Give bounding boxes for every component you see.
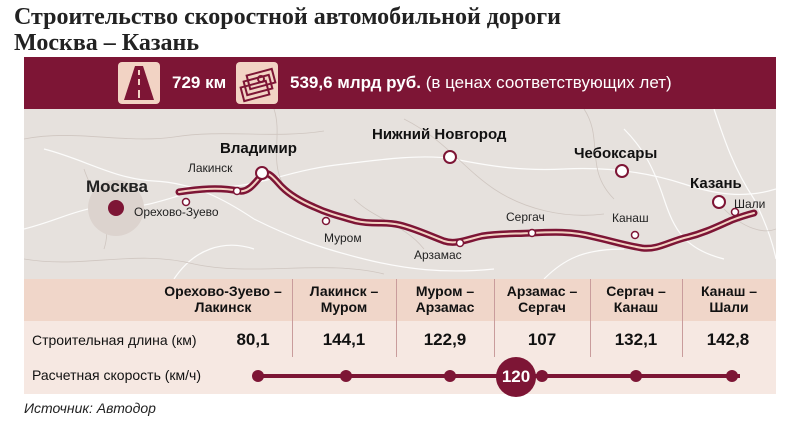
city-vladimir: Владимир (220, 140, 297, 157)
section-header: Муром – Арзамас (415, 283, 475, 315)
city-kazan: Казань (690, 175, 742, 192)
page-title: Строительство скоростной автомобильной д… (14, 4, 561, 56)
city-kanash: Канаш (612, 211, 649, 225)
city-cheboksary: Чебоксары (574, 145, 658, 162)
speed-dot (536, 370, 548, 382)
city-shali: Шали (734, 197, 766, 211)
speed-dot (252, 370, 264, 382)
section-length: 80,1 (236, 330, 270, 349)
city-nizhny: Нижний Новгород (372, 126, 507, 143)
source-note: Источник: Автодор (24, 400, 156, 416)
section-length: 122,9 (423, 330, 467, 349)
speed-value-badge: 120 (496, 357, 536, 397)
route-map: Москва Орехово-Зуево Лакинск Владимир Му… (24, 109, 776, 279)
moscow-marker (108, 200, 124, 216)
city-lakinsk: Лакинск (188, 161, 233, 175)
summary-banner: 729 км 539,6 млрд руб. (в ценах соответс… (24, 57, 776, 109)
speed-row-label: Расчетная скорость (км/ч) (32, 367, 202, 383)
speed-dot (726, 370, 738, 382)
section-header: Лакинск – Муром (309, 283, 379, 315)
section-length: 144,1 (322, 330, 366, 349)
section-header: Арзамас – Сергач (506, 283, 578, 315)
section-length: 107 (527, 330, 557, 349)
speed-dot (444, 370, 456, 382)
city-orekhovo: Орехово-Зуево (134, 205, 219, 219)
section-header: Сергач – Канаш (606, 283, 666, 315)
money-stack-icon (236, 62, 278, 104)
section-header: Канаш – Шали (700, 283, 758, 315)
speed-dot (630, 370, 642, 382)
section-header: Орехово-Зуево – Лакинск (164, 283, 282, 315)
map-graphic (24, 109, 776, 279)
construction-cost: 539,6 млрд руб. (в ценах соответствующих… (290, 73, 672, 92)
sections-table: Орехово-Зуево – Лакинск Лакинск – Муром Му… (24, 279, 776, 397)
section-length: 132,1 (614, 330, 658, 349)
section-length: 142,8 (706, 330, 750, 349)
road-icon (118, 62, 160, 104)
table-header-row (24, 279, 776, 321)
road-length: 729 км (172, 73, 227, 92)
title-line-1: Строительство скоростной автомобильной д… (14, 4, 561, 30)
city-arzamas: Арзамас (414, 248, 462, 262)
title-line-2: Москва – Казань (14, 30, 200, 56)
city-moskva: Москва (86, 177, 148, 196)
city-sergach: Сергач (506, 210, 545, 224)
length-row-label: Строительная длина (км) (32, 332, 197, 348)
speed-dot (340, 370, 352, 382)
city-murom: Муром (324, 231, 362, 245)
